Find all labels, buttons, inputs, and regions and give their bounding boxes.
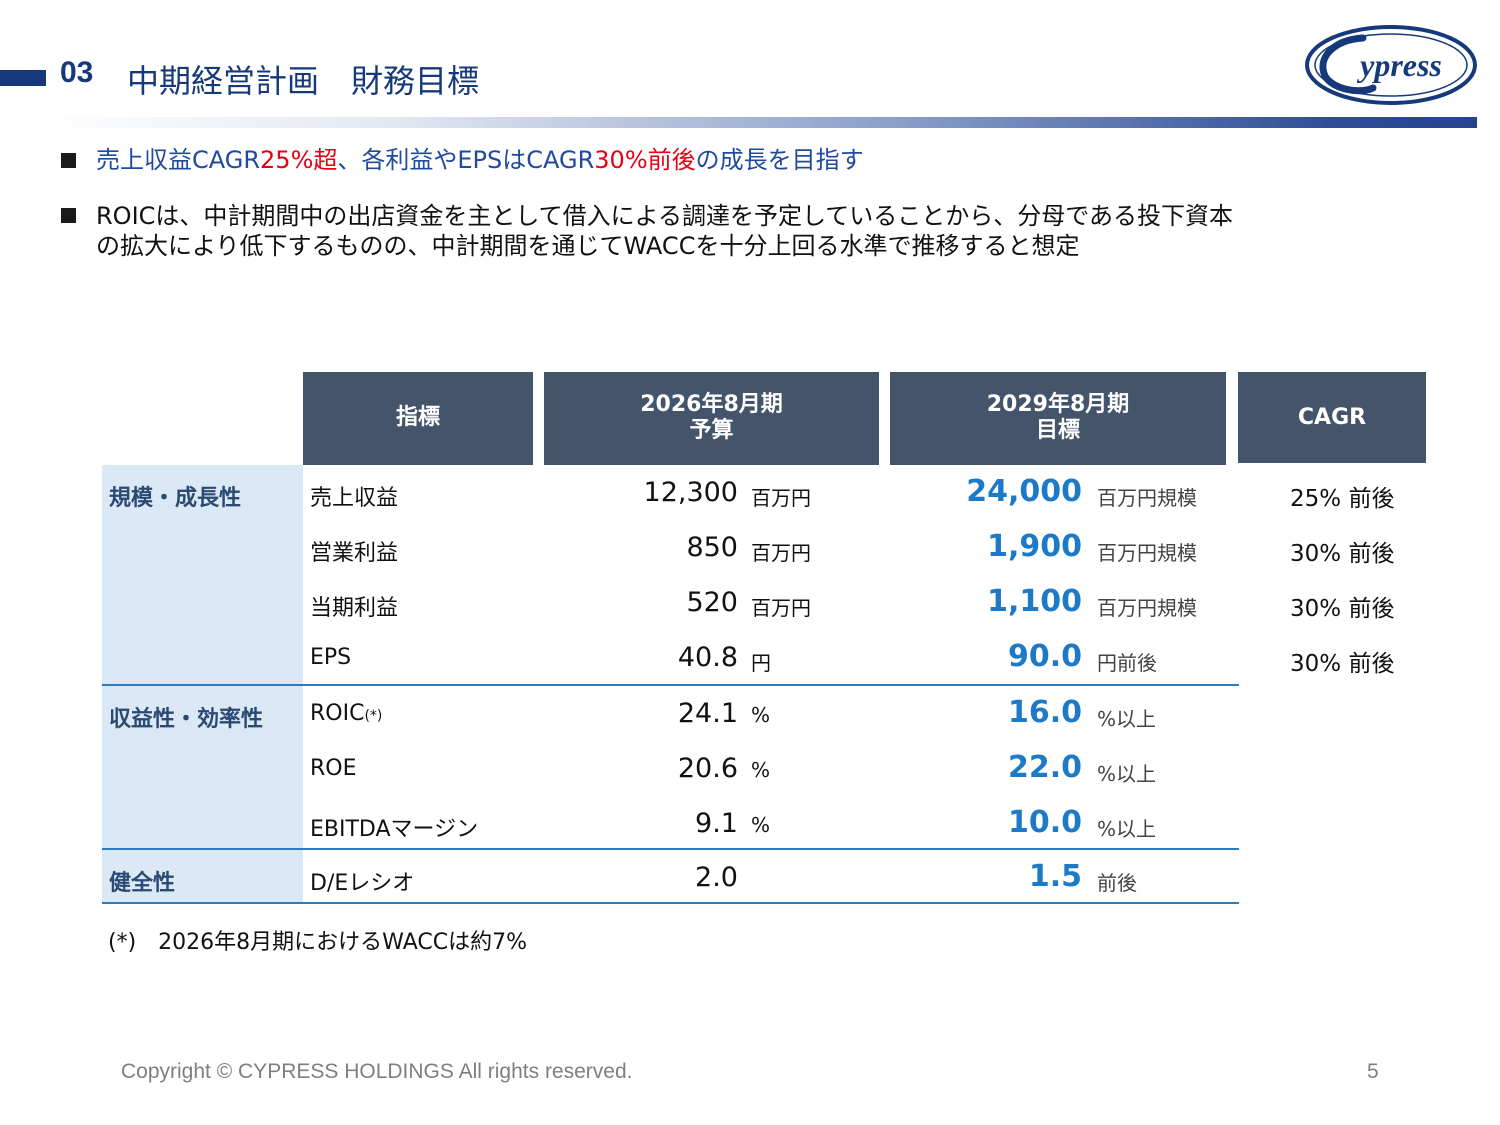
fy2026-unit-net-profit: 百万円 xyxy=(751,596,811,620)
header-fy2029-kind: 目標 xyxy=(1035,417,1080,443)
header-indicator-label: 指標 xyxy=(395,404,440,430)
header-indicator: 指標 xyxy=(303,372,533,463)
header-fy2026-kind: 予算 xyxy=(689,417,734,443)
bullet-growth-target: 売上収益CAGR25%超、各利益やEPSはCAGR30%前後の成長を目指す xyxy=(96,145,864,175)
fy2029-unit-de-ratio: 前後 xyxy=(1097,871,1137,895)
bullet-square-icon xyxy=(61,208,76,223)
section-number: 03 xyxy=(60,56,94,89)
table-bottom-rule xyxy=(102,902,1239,904)
cagr-suffix: 前後 xyxy=(1348,541,1395,567)
fy2029-value-roic: 16.0 xyxy=(1007,695,1082,730)
row-label-operating-profit: 営業利益 xyxy=(310,541,399,566)
cagr-value: 30% xyxy=(1290,596,1342,622)
fy2026-unit-revenue: 百万円 xyxy=(751,486,811,510)
row-label-de-ratio: D/Eレシオ xyxy=(310,871,415,896)
cagr-value: 30% xyxy=(1290,541,1342,567)
header-underline xyxy=(890,463,1226,465)
fy2029-value-roe: 22.0 xyxy=(1007,750,1082,785)
header-cagr: CAGR xyxy=(1238,372,1426,463)
header-gradient-rule xyxy=(40,117,1477,128)
category-efficiency-cell xyxy=(102,686,303,848)
page-title: 中期経営計画 財務目標 xyxy=(127,62,480,100)
cagr-revenue: 25% 前後 xyxy=(1290,479,1394,513)
header-underline xyxy=(303,463,533,465)
fy2026-value-roic: 24.1 xyxy=(677,698,738,729)
group-separator xyxy=(102,848,1239,850)
cagr-net-profit: 30% 前後 xyxy=(1290,589,1394,623)
bullet1-part1: 売上収益CAGR xyxy=(96,146,261,174)
row-label-eps: EPS xyxy=(310,645,352,670)
cagr-value: 30% xyxy=(1290,651,1342,677)
cagr-suffix: 前後 xyxy=(1348,651,1395,677)
cagr-operating-profit: 30% 前後 xyxy=(1290,534,1394,568)
fy2026-value-eps: 40.8 xyxy=(677,642,738,673)
fy2029-value-eps: 90.0 xyxy=(1007,639,1082,674)
cagr-suffix: 前後 xyxy=(1348,486,1395,512)
category-scale-cell xyxy=(102,465,303,684)
fy2026-value-revenue: 12,300 xyxy=(643,477,738,508)
bullet-square-icon xyxy=(61,153,76,168)
header-fy2026: 2026年8月期 予算 xyxy=(544,372,879,463)
fy2029-value-net-profit: 1,100 xyxy=(987,584,1082,619)
row-label-ebitda-margin: EBITDAマージン xyxy=(310,817,479,842)
bullet2-line2: の拡大により低下するものの、中計期間を通じてWACCを十分上回る水準で推移すると… xyxy=(96,232,1080,260)
fy2026-value-net-profit: 520 xyxy=(686,587,738,618)
fy2026-unit-roe: % xyxy=(751,758,771,782)
fy2026-value-de-ratio: 2.0 xyxy=(695,862,738,893)
fy2026-unit-eps: 円 xyxy=(751,651,771,675)
page-number: 5 xyxy=(1367,1060,1379,1083)
fy2026-value-roe: 20.6 xyxy=(677,753,738,784)
bullet1-highlight-profit: 30%前後 xyxy=(594,146,696,174)
group-separator xyxy=(102,684,1239,686)
copyright-notice: Copyright © CYPRESS HOLDINGS All rights … xyxy=(121,1060,633,1083)
footnote-wacc: (*) 2026年8月期におけるWACCは約7% xyxy=(108,930,527,955)
title-accent-bar xyxy=(0,70,46,86)
cagr-suffix: 前後 xyxy=(1348,596,1395,622)
category-soundness-cell xyxy=(102,850,303,902)
category-scale-label: 規模・成長性 xyxy=(109,486,242,511)
category-soundness-label: 健全性 xyxy=(109,871,176,896)
fy2026-unit-roic: % xyxy=(751,703,771,727)
fy2026-value-ebitda-margin: 9.1 xyxy=(695,808,738,839)
header-cagr-label: CAGR xyxy=(1297,404,1367,430)
bullet1-highlight-revenue: 25%超 xyxy=(260,146,338,174)
row-label-roe: ROE xyxy=(310,756,357,781)
fy2029-unit-operating-profit: 百万円規模 xyxy=(1097,541,1197,565)
fy2029-value-operating-profit: 1,900 xyxy=(987,529,1082,564)
fy2026-value-operating-profit: 850 xyxy=(686,532,738,563)
bullet1-part5: の成長を目指す xyxy=(695,146,864,174)
fy2029-unit-ebitda-margin: %以上 xyxy=(1097,817,1157,841)
fy2029-value-revenue: 24,000 xyxy=(966,474,1082,509)
bullet-roic-note: ROICは、中計期間中の出店資金を主として借入による調達を予定していることから、… xyxy=(96,201,1233,261)
category-efficiency-label: 収益性・効率性 xyxy=(109,707,264,732)
fy2029-unit-roic: %以上 xyxy=(1097,707,1157,731)
header-fy2029-period: 2029年8月期 xyxy=(986,391,1130,417)
row-label-roic: ROIC(*) xyxy=(310,701,382,726)
fy2029-unit-roe: %以上 xyxy=(1097,762,1157,786)
fy2029-unit-revenue: 百万円規模 xyxy=(1097,486,1197,510)
header-underline xyxy=(544,463,879,465)
svg-text:ypress: ypress xyxy=(1356,47,1442,83)
header-fy2026-period: 2026年8月期 xyxy=(640,391,783,417)
row-label-roic-text: ROIC xyxy=(310,701,365,726)
cypress-logo: ypress xyxy=(1305,25,1477,105)
cagr-value: 25% xyxy=(1290,486,1342,512)
fy2026-unit-ebitda-margin: % xyxy=(751,813,771,837)
cagr-eps: 30% 前後 xyxy=(1290,644,1394,678)
bullet1-part3: 、各利益やEPSはCAGR xyxy=(337,146,595,174)
fy2026-unit-operating-profit: 百万円 xyxy=(751,541,811,565)
fy2029-unit-eps: 円前後 xyxy=(1097,651,1157,675)
row-label-roic-footnote-mark: (*) xyxy=(364,708,383,724)
fy2029-value-ebitda-margin: 10.0 xyxy=(1007,805,1082,840)
fy2029-value-de-ratio: 1.5 xyxy=(1028,859,1082,894)
header-fy2029: 2029年8月期 目標 xyxy=(890,372,1226,463)
fy2029-unit-net-profit: 百万円規模 xyxy=(1097,596,1197,620)
row-label-revenue: 売上収益 xyxy=(310,486,399,511)
bullet2-line1: ROICは、中計期間中の出店資金を主として借入による調達を予定していることから、… xyxy=(96,202,1233,230)
row-label-net-profit: 当期利益 xyxy=(310,596,399,621)
